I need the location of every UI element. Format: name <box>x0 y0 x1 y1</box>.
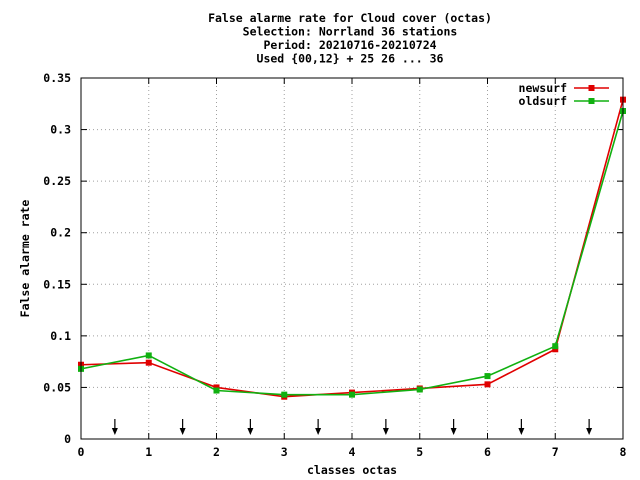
data-point-oldsurf <box>349 391 355 398</box>
class-boundary-arrows <box>111 419 593 435</box>
data-point-oldsurf <box>213 387 220 394</box>
legend-label: newsurf <box>519 81 568 95</box>
title-line: Used {00,12} + 25 26 ... 36 <box>257 52 444 66</box>
data-point-newsurf <box>213 384 220 391</box>
x-axis-label: classes octas <box>307 463 397 477</box>
legend-entry-newsurf: newsurf <box>519 81 609 95</box>
legend-swatch-marker <box>588 85 595 91</box>
legend-label: oldsurf <box>519 94 568 108</box>
x-tick-label: 7 <box>552 445 559 459</box>
series-line-oldsurf <box>80 110 624 396</box>
y-tick-label: 0.1 <box>50 329 71 343</box>
title-line: False alarme rate for Cloud cover (octas… <box>208 11 492 25</box>
title-line: Selection: Norrland 36 stations <box>243 25 458 39</box>
data-point-newsurf <box>484 381 491 388</box>
chart-title: False alarme rate for Cloud cover (octas… <box>208 11 492 66</box>
y-axis-label: False alarme rate <box>18 200 32 318</box>
y-tick-label: 0.15 <box>43 277 71 291</box>
down-arrow-icon <box>111 419 118 435</box>
legend-entry-oldsurf: oldsurf <box>519 94 609 108</box>
down-arrow-icon <box>382 419 389 435</box>
x-tick-label: 3 <box>281 445 288 459</box>
data-point-oldsurf <box>552 343 559 350</box>
data-point-newsurf <box>552 346 559 353</box>
x-tick-label: 4 <box>349 445 356 459</box>
y-tick-label: 0.05 <box>43 380 71 394</box>
x-tick-label: 5 <box>416 445 423 459</box>
data-point-oldsurf <box>281 391 288 398</box>
y-tick-label: 0.3 <box>50 123 71 137</box>
x-tick-label: 2 <box>213 445 220 459</box>
x-tick-label: 0 <box>78 445 85 459</box>
x-tick-label: 6 <box>484 445 491 459</box>
down-arrow-icon <box>586 419 593 435</box>
data-point-oldsurf <box>145 352 152 359</box>
grid-lines <box>81 78 623 439</box>
y-tick-label: 0.35 <box>43 71 71 85</box>
data-point-oldsurf <box>416 386 423 393</box>
down-arrow-icon <box>315 419 322 435</box>
down-arrow-icon <box>179 419 186 435</box>
y-tick-label: 0.25 <box>43 174 71 188</box>
legend-swatch-marker <box>588 98 595 104</box>
x-tick-label: 8 <box>620 445 627 459</box>
down-arrow-icon <box>247 419 254 435</box>
x-tick-label: 1 <box>145 445 152 459</box>
plot-frame <box>80 77 624 440</box>
down-arrow-icon <box>450 419 457 435</box>
data-point-newsurf <box>145 359 152 366</box>
y-tick-label: 0.2 <box>50 226 71 240</box>
y-tick-label: 0 <box>64 432 71 446</box>
x-tick-labels: 0 1 2 3 4 5 6 7 8 <box>78 445 627 459</box>
y-tick-labels: 0 0.05 0.1 0.15 0.2 0.25 0.3 0.35 <box>43 71 71 446</box>
data-point-oldsurf <box>484 373 491 380</box>
title-line: Period: 20210716-20210724 <box>263 38 436 52</box>
down-arrow-icon <box>518 419 525 435</box>
